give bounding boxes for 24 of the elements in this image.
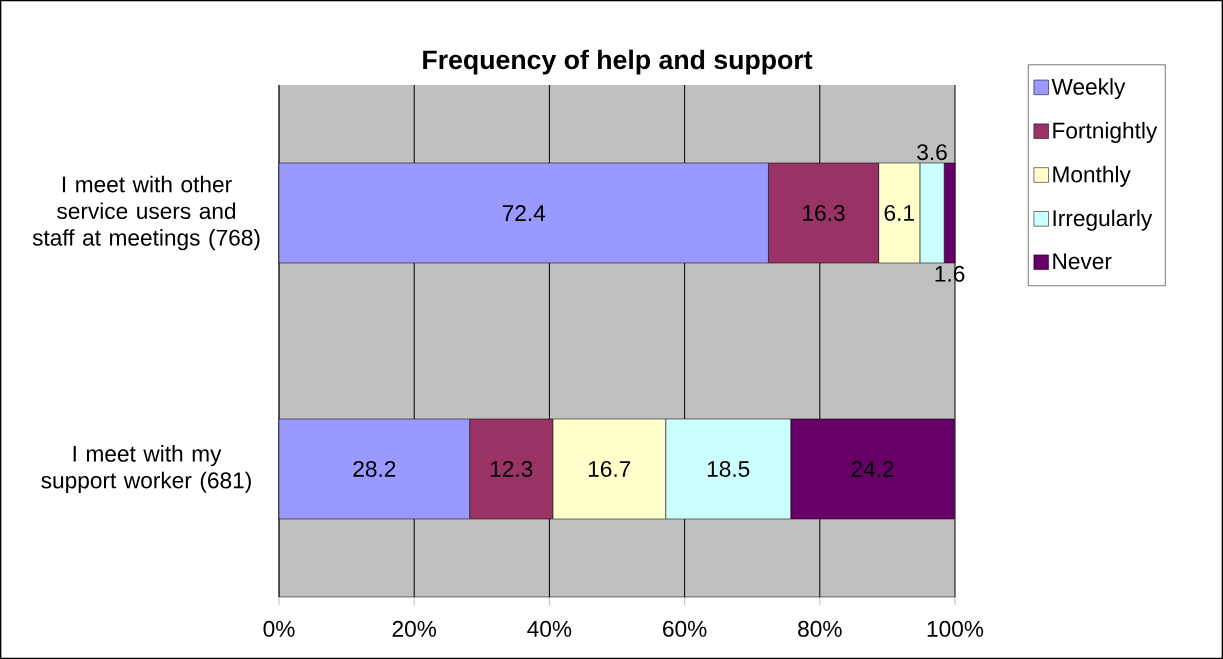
legend-label: Monthly bbox=[1053, 165, 1131, 187]
data-label: 3.6 bbox=[917, 144, 947, 161]
y-tick-label: I meet with other service users and staff at meetings (768) bbox=[32, 175, 260, 251]
chart-title: Frequency of help and support bbox=[423, 49, 813, 75]
data-label: 28.2 bbox=[353, 460, 396, 478]
x-tick-label: 80% bbox=[798, 620, 842, 637]
legend-label: Weekly bbox=[1051, 78, 1126, 100]
data-label: 18.5 bbox=[707, 460, 750, 478]
x-tick-label: 0% bbox=[263, 620, 295, 637]
y-tick-label: I meet with my support worker (681) bbox=[41, 445, 251, 493]
legend-label: Irregularly bbox=[1053, 209, 1153, 231]
data-label: 72.4 bbox=[502, 205, 546, 221]
legend-label: Never bbox=[1053, 253, 1112, 270]
data-label: 6.1 bbox=[884, 204, 914, 222]
data-label: 16.7 bbox=[588, 460, 631, 478]
x-tick-label: 60% bbox=[663, 620, 707, 637]
x-tick-label: 100% bbox=[927, 620, 984, 637]
x-tick-label: 40% bbox=[527, 620, 572, 637]
data-label: 16.3 bbox=[803, 204, 845, 222]
x-tick-label: 20% bbox=[392, 620, 437, 637]
data-label: 24.2 bbox=[851, 461, 894, 477]
legend-label: Fortnightly bbox=[1053, 121, 1158, 144]
data-label: 1.6 bbox=[935, 265, 965, 282]
data-label: 12.3 bbox=[490, 460, 533, 478]
